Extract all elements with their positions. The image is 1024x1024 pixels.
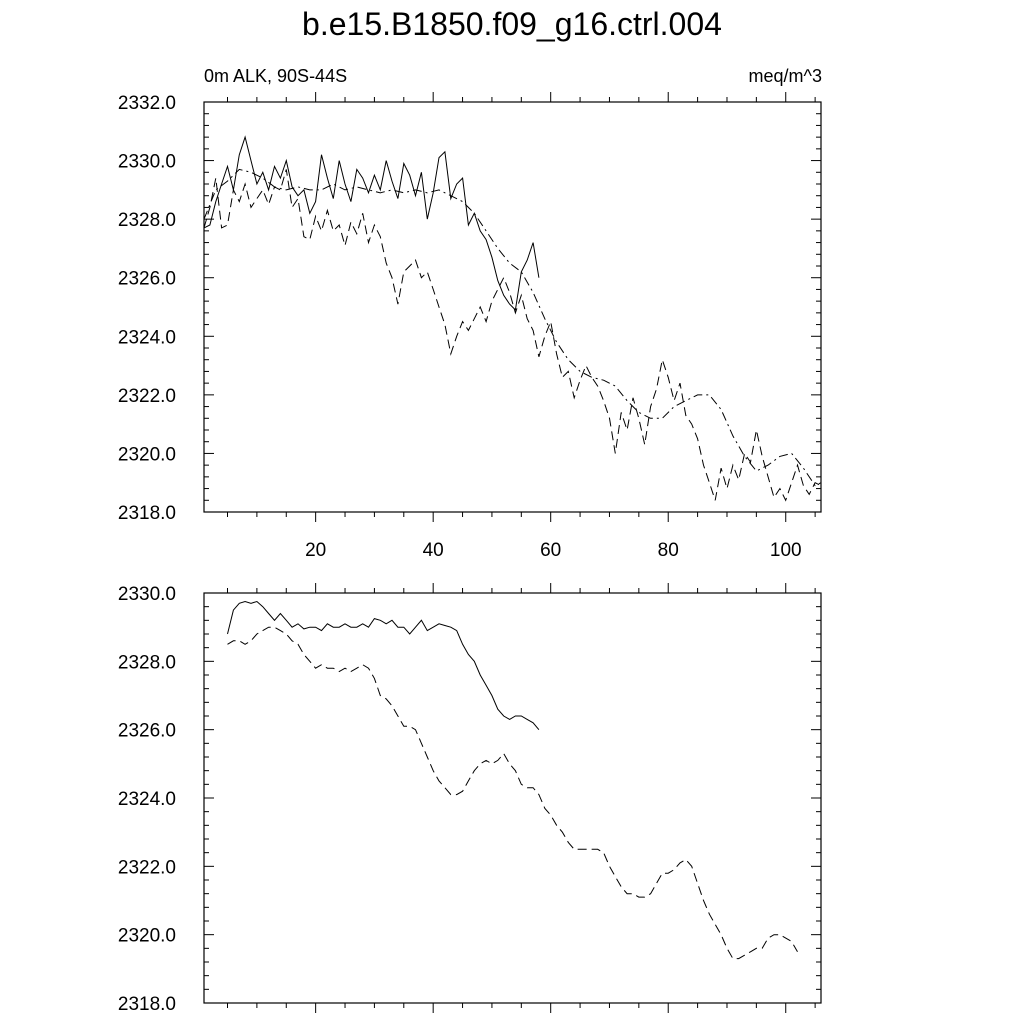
y-tick-label: 2320.0 [118, 444, 176, 465]
y-tick-label: 2330.0 [118, 152, 176, 173]
plot-frame [203, 101, 822, 513]
x-tick-label: 60 [540, 540, 561, 561]
y-tick-label: 2318.0 [118, 503, 176, 524]
top-panel: 2318.0 2320.0 2322.0 2324.0 2326.0 2328.0 2330… [118, 92, 822, 561]
plot-frame [203, 592, 822, 1004]
y-tick-label: 2328.0 [118, 652, 176, 673]
y-tick-label: 2328.0 [118, 210, 176, 231]
series-line-dash [227, 626, 798, 960]
y-tick-label: 2326.0 [118, 721, 176, 742]
y-tick-label: 2322.0 [118, 857, 176, 878]
y-tick-label: 2330.0 [118, 584, 176, 605]
left-string: 0m ALK, 90S-44S [204, 66, 348, 86]
series-line-solid [203, 135, 540, 311]
x-tick-label: 40 [423, 540, 444, 561]
x-tick-label: 80 [658, 540, 679, 561]
y-tick-label: 2326.0 [118, 269, 176, 290]
y-tick-label: 2324.0 [118, 789, 176, 810]
bottom-panel: 2318.0 2320.0 2322.0 2324.0 2326.0 2328.0 2330… [118, 583, 822, 1015]
y-tick-label: 2318.0 [118, 994, 176, 1015]
x-tick-label: 20 [305, 540, 326, 561]
y-tick-label: 2324.0 [118, 327, 176, 348]
series-line-dash [203, 169, 822, 502]
y-tick-label: 2320.0 [118, 926, 176, 947]
y-tick-label: 2332.0 [118, 93, 176, 114]
series-line-dashdot [203, 168, 822, 487]
x-tick-label: 100 [770, 540, 802, 561]
right-string: meq/m^3 [748, 66, 822, 86]
page-title: b.e15.B1850.f09_g16.ctrl.004 [302, 6, 722, 42]
series-line-solid [227, 600, 540, 731]
y-tick-label: 2322.0 [118, 386, 176, 407]
